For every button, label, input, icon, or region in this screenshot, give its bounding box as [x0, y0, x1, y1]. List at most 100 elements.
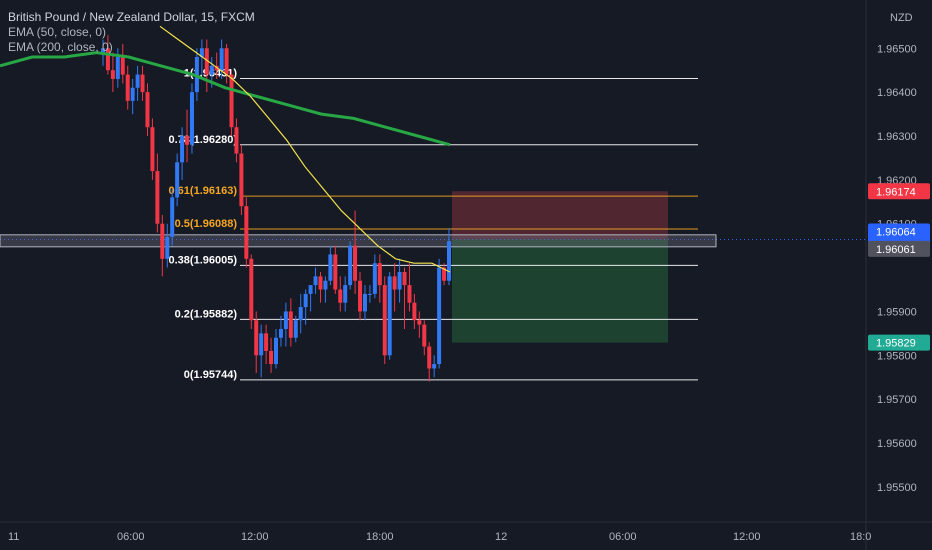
candle-body [308, 285, 313, 294]
candle-body [377, 263, 382, 286]
price-tick-label: 1.95600 [877, 438, 917, 450]
candle-body [105, 48, 110, 71]
candle-body [392, 276, 397, 290]
candle-body [130, 87, 135, 101]
candle-body [323, 280, 328, 290]
candle-body [204, 48, 209, 75]
time-tick-label: 18:00 [366, 531, 394, 543]
candle-body [288, 311, 293, 338]
candles [101, 35, 451, 382]
candle-body [224, 48, 229, 75]
price-tag-label: 1.96064 [876, 227, 916, 239]
candle-body [264, 333, 269, 351]
candle-body [249, 258, 254, 321]
fib-level-label: 0.2(1.95882) [175, 308, 238, 320]
candle-body [427, 346, 432, 369]
time-axis: 11 06:00 12:00 18:00 12 06:00 12:00 18:0 [8, 531, 871, 543]
time-tick-label: 06:00 [609, 531, 637, 543]
price-tick-label: 1.96500 [877, 43, 917, 55]
candle-body [367, 293, 372, 295]
candle-body [328, 254, 333, 281]
candle-body [259, 333, 264, 356]
chart-legend: British Pound / New Zealand Dollar, 15, … [8, 10, 255, 55]
candle-body [348, 245, 353, 286]
candle-body [115, 57, 120, 79]
candle-body [140, 74, 145, 93]
candle-body [432, 364, 437, 369]
candle-body [303, 293, 308, 308]
candle-body [165, 236, 170, 259]
candle-body [387, 276, 392, 356]
candle-body [353, 245, 358, 281]
candle-body [402, 271, 407, 286]
candle-body [239, 153, 244, 207]
price-tag [868, 240, 930, 257]
candle-body [278, 328, 283, 338]
candle-body [125, 74, 130, 101]
ema50-line [159, 25, 451, 273]
candle-body [437, 267, 442, 365]
support-zone-band [0, 234, 717, 248]
candle-body [175, 162, 180, 198]
candle-body [407, 285, 412, 303]
price-tag [868, 334, 930, 351]
candle-body [372, 263, 377, 294]
ema50-legend[interactable]: EMA (50, close, 0) [8, 25, 107, 39]
candle-body [101, 48, 105, 53]
price-tag-label: 1.95829 [876, 338, 916, 350]
price-tick-label: 1.96300 [877, 131, 917, 143]
price-tag-label: 1.96061 [876, 244, 916, 256]
candle-body [269, 350, 274, 365]
symbol-title[interactable]: British Pound / New Zealand Dollar, 15, … [8, 10, 255, 24]
candle-body [209, 65, 214, 75]
fib-level-label: 0.61(1.96163) [169, 185, 238, 197]
candle-body [382, 285, 387, 356]
fib-level-label: 0.78(1.96280) [169, 134, 238, 146]
candle-body [160, 223, 165, 259]
candle-body [185, 135, 190, 145]
candle-body [150, 127, 155, 172]
candle-body [254, 320, 259, 356]
candle-body [120, 57, 125, 75]
candle-body [283, 311, 288, 329]
candle-body [417, 320, 422, 325]
candle-body [145, 92, 150, 128]
fib-level-label: 0(1.95744) [184, 369, 238, 381]
candle-body [333, 254, 338, 290]
candle-body [293, 320, 298, 338]
candle-body [199, 48, 204, 58]
ema200-line [0, 51, 451, 147]
candle-body [219, 48, 224, 71]
fib-level-label: 0.38(1.96005) [169, 254, 238, 266]
price-tick-label: 1.95500 [877, 482, 917, 494]
price-tick-label: 1.95800 [877, 350, 917, 362]
candle-body [298, 307, 303, 321]
candle-body [338, 289, 343, 303]
candle-body [155, 171, 160, 224]
stop-loss-zone [452, 191, 668, 240]
candle-body [234, 127, 239, 154]
candle-body [447, 241, 451, 281]
candle-body [189, 92, 194, 145]
candle-body [180, 135, 185, 163]
candle-body [358, 280, 363, 312]
time-tick-label: 06:00 [117, 531, 145, 543]
candle-body [412, 302, 417, 321]
candle-body [110, 70, 115, 79]
price-tag [868, 183, 930, 200]
time-tick-label: 18:0 [850, 531, 871, 543]
time-tick-label: 12:00 [241, 531, 269, 543]
candle-body [274, 337, 278, 365]
candle-body [362, 293, 367, 312]
price-tick-label: 1.96400 [877, 87, 917, 99]
time-tick-label: 11 [8, 531, 19, 543]
candle-body [135, 74, 140, 88]
candle-body [422, 324, 427, 347]
ema200-legend[interactable]: EMA (200, close, 0) [8, 40, 113, 54]
candle-body [229, 74, 234, 128]
candle-body [318, 276, 323, 290]
price-tick-label: 1.95700 [877, 394, 917, 406]
take-profit-zone [452, 239, 668, 343]
